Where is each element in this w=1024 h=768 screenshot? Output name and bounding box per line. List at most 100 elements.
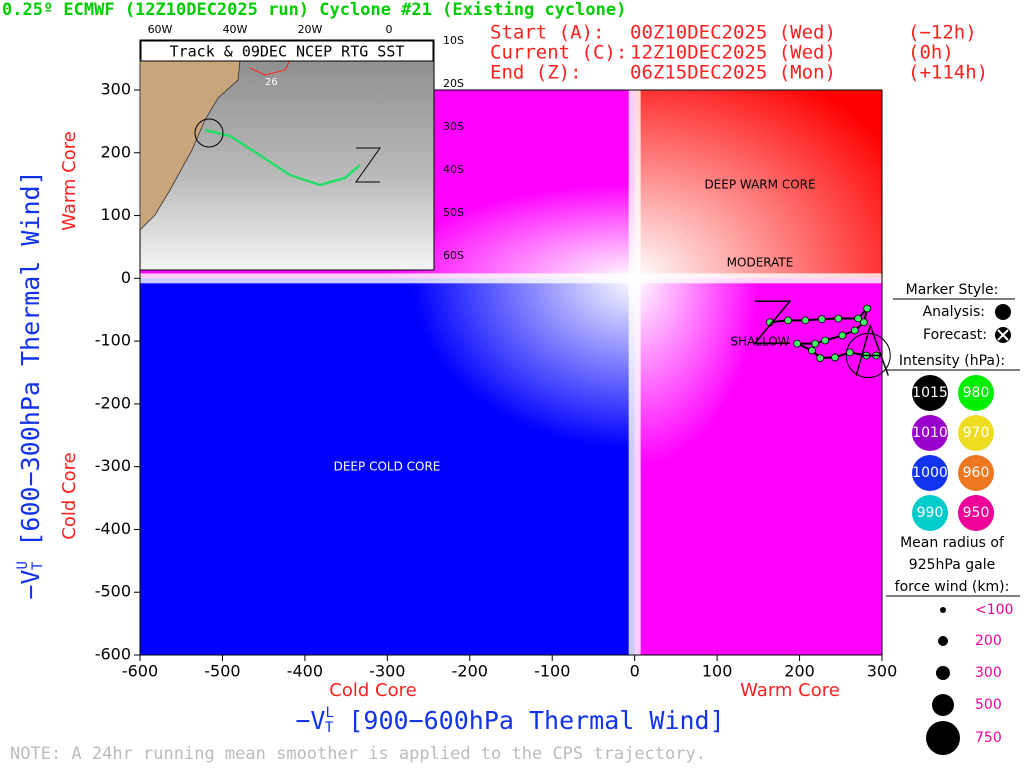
axis-label-part: −V [16,570,45,600]
y-tick-label: 100 [100,205,131,224]
inset-title-box [140,40,434,62]
inset-track [204,128,361,187]
quadrant [634,90,882,279]
legend-title: force wind (km): [895,579,1010,595]
chart-title: 0.25º ECMWF (12Z10DEC2025 run) Cyclone #… [2,0,626,20]
track-point [854,314,862,323]
y-tick-label: -400 [95,519,131,538]
legend-title: Marker Style: [906,282,999,298]
axis-label: −VUT [600−300hPa Thermal Wind] [15,170,46,599]
intensity-swatch [958,495,994,531]
start-glyph [855,323,889,376]
y-tick-label: -300 [95,456,131,475]
radius-swatch [926,721,960,755]
track-point [838,331,847,340]
contour-label: 26 [265,77,278,88]
intensity-label: 970 [963,425,990,441]
track-point [817,315,826,324]
axis-label-part: −V [295,706,325,735]
header-offset: (0h) [908,42,954,64]
track-point [808,346,816,355]
land [139,59,241,231]
end-glyph [753,300,792,345]
intensity-swatch [958,415,994,451]
legend-title: 925hPa gale [909,557,995,573]
track-point [784,316,792,325]
lat-label: 60S [443,249,464,262]
legend-forecast-x [997,329,1009,341]
track-point [801,316,810,325]
x-tick-label: -400 [287,662,323,681]
intensity-label: 990 [917,505,944,521]
x-tick-label: 300 [867,662,898,681]
x-tick-label: -500 [204,662,240,681]
legend-text: Forecast: [923,327,987,343]
track-point [850,326,859,335]
y-tick-label: -100 [95,331,131,350]
header-time: 00Z10DEC2025 (Wed) [630,22,836,44]
lat-label: 40S [443,163,464,176]
header-time: 12Z10DEC2025 (Wed) [630,42,836,64]
track-point [831,353,839,362]
legend-title: Intensity (hPa): [899,353,1005,369]
x-tick-label: 100 [702,662,733,681]
y-side-label: Warm Core [59,131,80,231]
radius-label: 200 [975,633,1002,649]
x-side-label: Cold Core [329,680,416,701]
x-tick-label: -200 [452,662,488,681]
intensity-label: 1015 [912,385,948,401]
intensity-swatch [912,495,948,531]
radius-label: 750 [975,730,1002,746]
header-offset: (−12h) [908,22,977,44]
lat-label: 20S [443,77,464,90]
quadrant-label: DEEP COLD CORE [334,460,441,474]
y-tick-label: 200 [100,142,131,161]
x-tick-label: -100 [534,662,570,681]
track-point [821,336,830,345]
inset-title: Track & 09DEC NCEP RTG SST [170,43,405,61]
legend-analysis [995,304,1011,320]
legend-title: Mean radius of [900,535,1005,551]
legend-text: Analysis: [923,304,985,320]
track-point [816,354,825,362]
intensity-swatch [912,415,948,451]
lon-label: 0 [386,23,393,36]
y-tick-label: -200 [95,393,131,412]
y-tick-label: 300 [100,80,131,99]
axis-label-part: [900−600hPa Thermal Wind] [333,706,724,735]
track-point [793,339,801,348]
radius-swatch [936,666,950,680]
inset-end [355,147,381,183]
header-time: 06Z15DEC2025 (Mon) [630,62,836,84]
y-tick-label: 0 [121,268,131,287]
header-label: Current (C): [490,42,627,64]
axis-label-part: L [325,705,333,721]
lon-label: 20W [298,23,323,36]
radius-label: 500 [975,697,1002,713]
y-tick-label: -500 [95,582,131,601]
quadrant-label: SHALLOW [730,335,789,349]
lat-label: 30S [443,120,464,133]
y-side-label: Cold Core [59,452,80,539]
header-label: End (Z): [490,62,582,84]
intensity-label: 950 [963,505,990,521]
radius-label: 300 [975,665,1002,681]
radius-swatch [938,636,948,646]
inset-map: Track & 09DEC NCEP RTG SST 26 [139,39,435,271]
radius-swatch [940,607,946,613]
note: NOTE: A 24hr running mean smoother is ap… [10,744,706,764]
axis-label-part: U [15,561,31,569]
intensity-swatch [958,455,994,491]
intensity-label: 1000 [912,465,948,481]
lon-label: 60W [148,23,173,36]
sst-contour [249,59,291,76]
lat-label: 50S [443,206,464,219]
quadrant-label: DEEP WARM CORE [704,178,815,192]
inset-current [194,118,224,148]
x-side-label: Warm Core [740,680,840,701]
axis-label-part: [600−300hPa Thermal Wind] [16,170,45,561]
quadrant [140,278,635,655]
axis-label: −VL T [900−600hPa Thermal Wind] [295,705,724,736]
intensity-swatch [912,455,948,491]
